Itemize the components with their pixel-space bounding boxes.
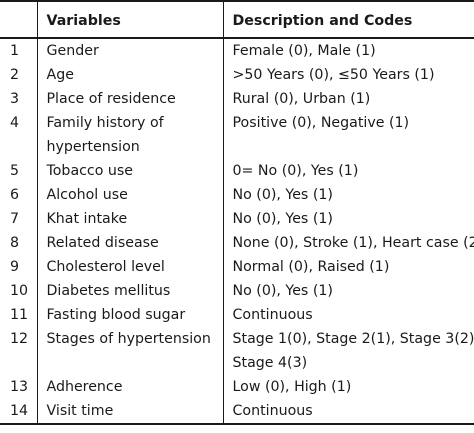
table-row: 11 Fasting blood sugar Continuous bbox=[0, 303, 474, 327]
variable-cell: Visit time bbox=[36, 399, 223, 424]
variable-cell: Alcohol use bbox=[36, 183, 223, 207]
description-cell: Continuous bbox=[222, 303, 474, 327]
variable-cell: Stages of hypertension bbox=[36, 327, 223, 375]
row-number: 5 bbox=[10, 163, 20, 179]
description-text: No (0), Yes (1) bbox=[232, 211, 333, 227]
description-cell: Rural (0), Urban (1) bbox=[222, 87, 474, 111]
variable-cell: Gender bbox=[36, 38, 223, 63]
row-number: 14 bbox=[10, 403, 29, 419]
table-row: 2 Age >50 Years (0), ≤50 Years (1) bbox=[0, 63, 474, 87]
row-number: 8 bbox=[10, 235, 20, 251]
variable-name: Visit time bbox=[46, 403, 114, 419]
variable-name: Alcohol use bbox=[46, 187, 128, 203]
variable-cell: Diabetes mellitus bbox=[36, 279, 223, 303]
row-number: 6 bbox=[10, 187, 20, 203]
variable-cell: Adherence bbox=[36, 375, 223, 399]
row-number: 7 bbox=[10, 211, 20, 227]
table-row: 9 Cholesterol level Normal (0), Raised (1) bbox=[0, 255, 474, 279]
variable-cell: Age bbox=[36, 63, 223, 87]
variable-name: Khat intake bbox=[46, 211, 128, 227]
variable-name: Adherence bbox=[46, 379, 123, 395]
description-cell: Low (0), High (1) bbox=[222, 375, 474, 399]
variable-name: Related disease bbox=[46, 235, 159, 251]
description-cell: Female (0), Male (1) bbox=[222, 38, 474, 63]
description-cell: No (0), Yes (1) bbox=[222, 183, 474, 207]
description-text: Stage 4(3) bbox=[232, 355, 308, 371]
row-number: 12 bbox=[10, 331, 29, 347]
description-cell: >50 Years (0), ≤50 Years (1) bbox=[222, 63, 474, 87]
description-cell: None (0), Stroke (1), Heart case (2) bbox=[222, 231, 474, 255]
row-number: 11 bbox=[10, 307, 29, 323]
description-text: 0= No (0), Yes (1) bbox=[232, 163, 359, 179]
row-number: 4 bbox=[10, 115, 20, 131]
description-text: None (0), Stroke (1), Heart case (2) bbox=[232, 235, 474, 251]
table-row: 14 Visit time Continuous bbox=[0, 399, 474, 424]
description-text: Low (0), High (1) bbox=[232, 379, 352, 395]
variable-cell: Cholesterol level bbox=[36, 255, 223, 279]
variable-name: Cholesterol level bbox=[46, 259, 165, 275]
row-number: 3 bbox=[10, 91, 20, 107]
row-number: 13 bbox=[10, 379, 29, 395]
table-row: 3 Place of residence Rural (0), Urban (1) bbox=[0, 87, 474, 111]
header-row: Variables Description and Codes bbox=[0, 1, 474, 38]
row-number: 9 bbox=[10, 259, 20, 275]
row-number: 2 bbox=[10, 67, 20, 83]
description-text: Female (0), Male (1) bbox=[232, 43, 376, 59]
row-number: 1 bbox=[10, 43, 20, 59]
table-row: 4 Family history of hypertension Positive (… bbox=[0, 111, 474, 159]
description-text: >50 Years (0), ≤50 Years (1) bbox=[232, 67, 435, 83]
variable-cell: Fasting blood sugar bbox=[36, 303, 223, 327]
header-variables: Variables bbox=[36, 1, 223, 38]
description-text: No (0), Yes (1) bbox=[232, 283, 333, 299]
table-row: 10 Diabetes mellitus No (0), Yes (1) bbox=[0, 279, 474, 303]
table-row: 6 Alcohol use No (0), Yes (1) bbox=[0, 183, 474, 207]
table-row: 8 Related disease None (0), Stroke (1), He… bbox=[0, 231, 474, 255]
variable-name: hypertension bbox=[46, 139, 140, 155]
variable-cell: Khat intake bbox=[36, 207, 223, 231]
variable-name: Diabetes mellitus bbox=[46, 283, 171, 299]
variable-cell: Place of residence bbox=[36, 87, 223, 111]
description-cell: Continuous bbox=[222, 399, 474, 424]
table-row: 7 Khat intake No (0), Yes (1) bbox=[0, 207, 474, 231]
variable-cell: Related disease bbox=[36, 231, 223, 255]
table-body: 1 Gender Female (0), Male (1) 2 Age >50 Years… bbox=[0, 38, 474, 424]
variable-name: Place of residence bbox=[46, 91, 176, 107]
description-cell: Normal (0), Raised (1) bbox=[222, 255, 474, 279]
description-cell: No (0), Yes (1) bbox=[222, 207, 474, 231]
description-text: Rural (0), Urban (1) bbox=[232, 91, 371, 107]
description-text: No (0), Yes (1) bbox=[232, 187, 333, 203]
table-row: 5 Tobacco use 0= No (0), Yes (1) bbox=[0, 159, 474, 183]
header-number bbox=[0, 1, 37, 38]
description-cell: 0= No (0), Yes (1) bbox=[222, 159, 474, 183]
description-cell: No (0), Yes (1) bbox=[222, 279, 474, 303]
description-text: Positive (0), Negative (1) bbox=[232, 115, 410, 131]
variable-name: Stages of hypertension bbox=[46, 331, 211, 347]
row-number: 10 bbox=[10, 283, 29, 299]
header-description: Description and Codes bbox=[222, 1, 474, 38]
description-text: Stage 1(0), Stage 2(1), Stage 3(2), bbox=[232, 331, 474, 347]
variable-name: Tobacco use bbox=[46, 163, 134, 179]
description-text: Continuous bbox=[232, 307, 313, 323]
description-text: Normal (0), Raised (1) bbox=[232, 259, 390, 275]
variable-name: Gender bbox=[46, 43, 99, 59]
variable-name: Age bbox=[46, 67, 74, 83]
variable-name: Family history of bbox=[46, 115, 164, 131]
description-cell: Positive (0), Negative (1) bbox=[222, 111, 474, 159]
table-row: 12 Stages of hypertension Stage 1(0), Stag… bbox=[0, 327, 474, 375]
description-text: Continuous bbox=[232, 403, 313, 419]
table-row: 1 Gender Female (0), Male (1) bbox=[0, 38, 474, 63]
description-cell: Stage 1(0), Stage 2(1), Stage 3(2), Stage… bbox=[222, 327, 474, 375]
variable-cell: Family history of hypertension bbox=[36, 111, 223, 159]
variable-cell: Tobacco use bbox=[36, 159, 223, 183]
variable-name: Fasting blood sugar bbox=[46, 307, 186, 323]
table-row: 13 Adherence Low (0), High (1) bbox=[0, 375, 474, 399]
